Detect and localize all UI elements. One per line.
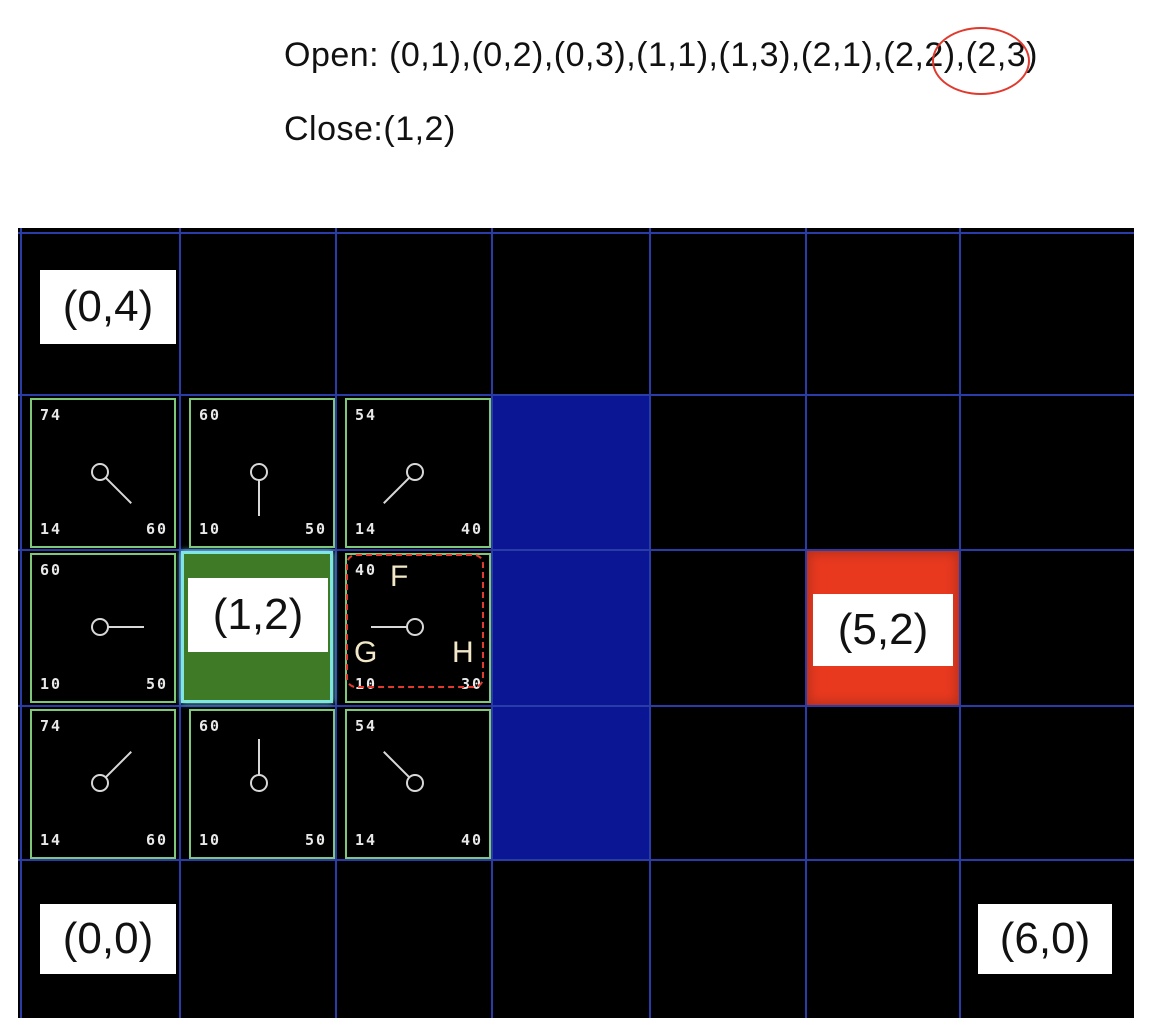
grid-line-vertical xyxy=(20,228,22,1018)
pointer-line xyxy=(383,476,411,504)
coordinate-label-goal: (5,2) xyxy=(813,594,953,666)
wall-cell xyxy=(493,551,649,705)
open-node[interactable]: 40 10 30 xyxy=(345,553,491,703)
pointer-node-circle xyxy=(406,463,424,481)
grid-line-horizontal xyxy=(18,549,1134,551)
h-score: 60 xyxy=(145,831,168,849)
h-score: 50 xyxy=(145,675,168,693)
grid-line-horizontal xyxy=(18,394,1134,396)
highlight-circle xyxy=(932,27,1030,95)
pointer-line xyxy=(383,751,411,779)
f-score: 60 xyxy=(40,561,63,579)
open-node[interactable]: 54 14 40 xyxy=(345,709,491,859)
grid-line-vertical xyxy=(805,228,807,1018)
legend-f: F xyxy=(390,560,409,593)
pointer-node-circle xyxy=(250,463,268,481)
h-score: 60 xyxy=(145,520,168,538)
f-score: 74 xyxy=(40,717,63,735)
g-score: 10 xyxy=(199,831,222,849)
pointer-node-circle xyxy=(91,618,109,636)
score-legend-box: F G H xyxy=(346,554,484,688)
grid-line-vertical xyxy=(335,228,337,1018)
pathfinding-grid: 74 14 60 60 10 50 54 14 40 60 10 50 40 10 30 74 14 60 60 10… xyxy=(18,228,1134,1018)
coordinate-label-bottom-right: (6,0) xyxy=(978,904,1112,974)
grid-line-vertical xyxy=(959,228,961,1018)
open-node[interactable]: 60 10 50 xyxy=(189,709,335,859)
g-score: 10 xyxy=(199,520,222,538)
grid-line-vertical xyxy=(649,228,651,1018)
pointer-line xyxy=(104,476,132,504)
grid-line-vertical xyxy=(491,228,493,1018)
f-score: 60 xyxy=(199,406,222,424)
parent-pointer-icon xyxy=(371,618,424,636)
f-score: 54 xyxy=(355,406,378,424)
open-list-line: Open: (0,1),(0,2),(0,3),(1,1),(1,3),(2,1… xyxy=(284,36,1038,75)
parent-pointer-icon xyxy=(91,463,132,504)
legend-g: G xyxy=(354,636,378,669)
open-node[interactable]: 74 14 60 xyxy=(30,398,176,548)
grid-line-horizontal xyxy=(18,705,1134,707)
h-score: 40 xyxy=(460,831,483,849)
grid-line-horizontal xyxy=(18,859,1134,861)
wall-cell xyxy=(493,396,649,549)
grid-line-horizontal xyxy=(18,232,1134,234)
g-score: 14 xyxy=(40,520,63,538)
open-list-label: Open: xyxy=(284,36,390,74)
pointer-node-circle xyxy=(250,774,268,792)
pointer-node-circle xyxy=(91,463,109,481)
coordinate-label-top-left: (0,4) xyxy=(40,270,176,344)
g-score: 14 xyxy=(355,520,378,538)
coordinate-label-bottom-left: (0,0) xyxy=(40,904,176,974)
coordinate-label-start: (1,2) xyxy=(188,578,328,652)
h-score: 50 xyxy=(304,520,327,538)
g-score: 14 xyxy=(355,831,378,849)
pointer-node-circle xyxy=(406,774,424,792)
closed-list-line: Close:(1,2) xyxy=(284,110,456,148)
parent-pointer-icon xyxy=(383,463,424,504)
open-node[interactable]: 54 14 40 xyxy=(345,398,491,548)
pointer-node-circle xyxy=(91,774,109,792)
h-score: 40 xyxy=(460,520,483,538)
f-score: 60 xyxy=(199,717,222,735)
open-node[interactable]: 60 10 50 xyxy=(189,398,335,548)
parent-pointer-icon xyxy=(91,618,144,636)
g-score: 10 xyxy=(355,675,378,693)
legend-h: H xyxy=(452,636,474,669)
parent-pointer-icon xyxy=(250,463,268,516)
parent-pointer-icon xyxy=(91,751,132,792)
g-score: 10 xyxy=(40,675,63,693)
h-score: 50 xyxy=(304,831,327,849)
pointer-line xyxy=(104,751,132,779)
grid-line-vertical xyxy=(179,228,181,1018)
wall-cell xyxy=(493,707,649,859)
parent-pointer-icon xyxy=(383,751,424,792)
open-node[interactable]: 74 14 60 xyxy=(30,709,176,859)
f-score: 40 xyxy=(355,561,378,579)
f-score: 74 xyxy=(40,406,63,424)
open-list-values: (0,1),(0,2),(0,3),(1,1),(1,3),(2,1), xyxy=(389,36,884,74)
open-node[interactable]: 60 10 50 xyxy=(30,553,176,703)
f-score: 54 xyxy=(355,717,378,735)
g-score: 14 xyxy=(40,831,63,849)
parent-pointer-icon xyxy=(250,739,268,792)
